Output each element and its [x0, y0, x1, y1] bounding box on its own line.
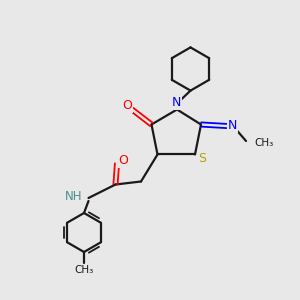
Text: CH₃: CH₃	[254, 138, 274, 148]
Text: O: O	[123, 99, 132, 112]
Text: S: S	[199, 152, 206, 166]
Text: N: N	[172, 96, 181, 110]
Text: N: N	[228, 119, 237, 133]
Text: O: O	[119, 154, 128, 167]
Text: CH₃: CH₃	[74, 265, 94, 275]
Text: NH: NH	[64, 190, 82, 203]
